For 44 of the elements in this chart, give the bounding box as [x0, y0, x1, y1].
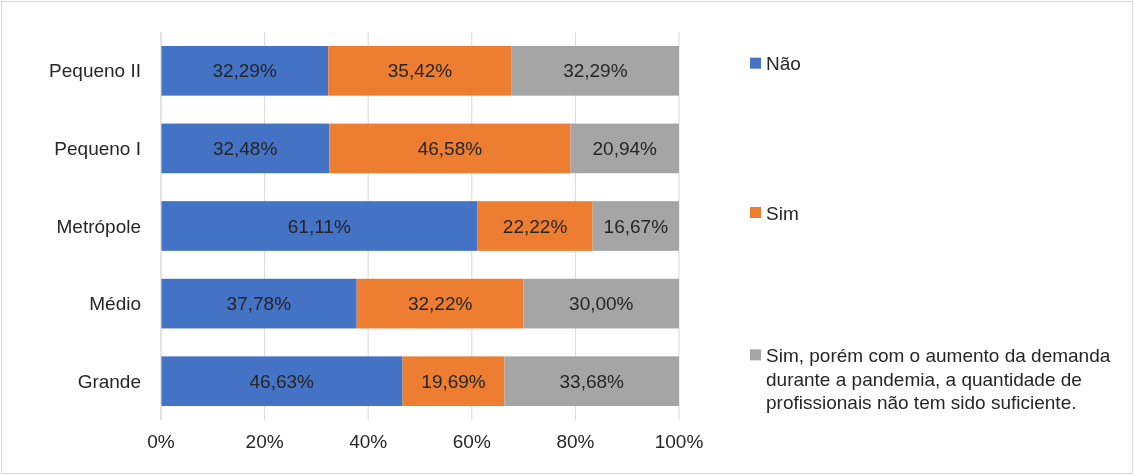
y-tick-label: Médio [89, 293, 141, 315]
data-label: 37,78% [226, 293, 292, 315]
legend-label: Sim [766, 202, 799, 224]
x-tick-label: 0% [147, 431, 175, 452]
bar [402, 356, 505, 407]
bar [511, 45, 679, 96]
bar [477, 201, 593, 251]
bar [161, 201, 478, 251]
data-label: 35,42% [387, 60, 453, 82]
y-tick-label: Pequeno II [49, 60, 141, 82]
data-label: 32,29% [212, 60, 277, 82]
y-tick-label: Pequeno I [54, 138, 141, 160]
data-label: 33,68% [559, 370, 625, 392]
bar [356, 278, 524, 329]
x-tick-label: 100% [654, 431, 704, 452]
bar [504, 356, 679, 407]
y-tick-label: Grande [77, 370, 141, 392]
bar [161, 45, 329, 96]
data-label: 46,58% [417, 138, 483, 160]
bar [328, 45, 512, 96]
legend-label: Sim, porém com o aumento da demanda durante a pandemia, a quantidade de profissionais não tem sido suficiente. [766, 344, 1111, 414]
x-tick-label: 60% [452, 431, 491, 452]
data-label: 22,22% [502, 215, 568, 237]
bar [570, 123, 679, 174]
data-label: 20,94% [592, 138, 658, 160]
data-label: 32,22% [407, 293, 473, 315]
data-label: 46,63% [249, 370, 315, 392]
legend-label: Não [766, 53, 801, 75]
x-tick-label: 40% [349, 431, 388, 452]
data-label: 61,11% [287, 215, 351, 237]
data-label: 19,69% [421, 370, 486, 392]
y-tick-label: Metrópole [56, 215, 141, 237]
data-label: 32,48% [212, 138, 278, 160]
x-tick-label: 20% [245, 431, 284, 452]
bar [161, 123, 330, 174]
bar [161, 356, 403, 407]
data-label: 30,00% [569, 293, 634, 315]
bar [329, 123, 571, 174]
bar [592, 201, 679, 251]
data-label: 16,67% [603, 215, 669, 237]
bar [523, 278, 679, 329]
data-label: 32,29% [563, 60, 628, 82]
x-tick-label: 80% [556, 431, 595, 452]
bar [161, 278, 357, 329]
